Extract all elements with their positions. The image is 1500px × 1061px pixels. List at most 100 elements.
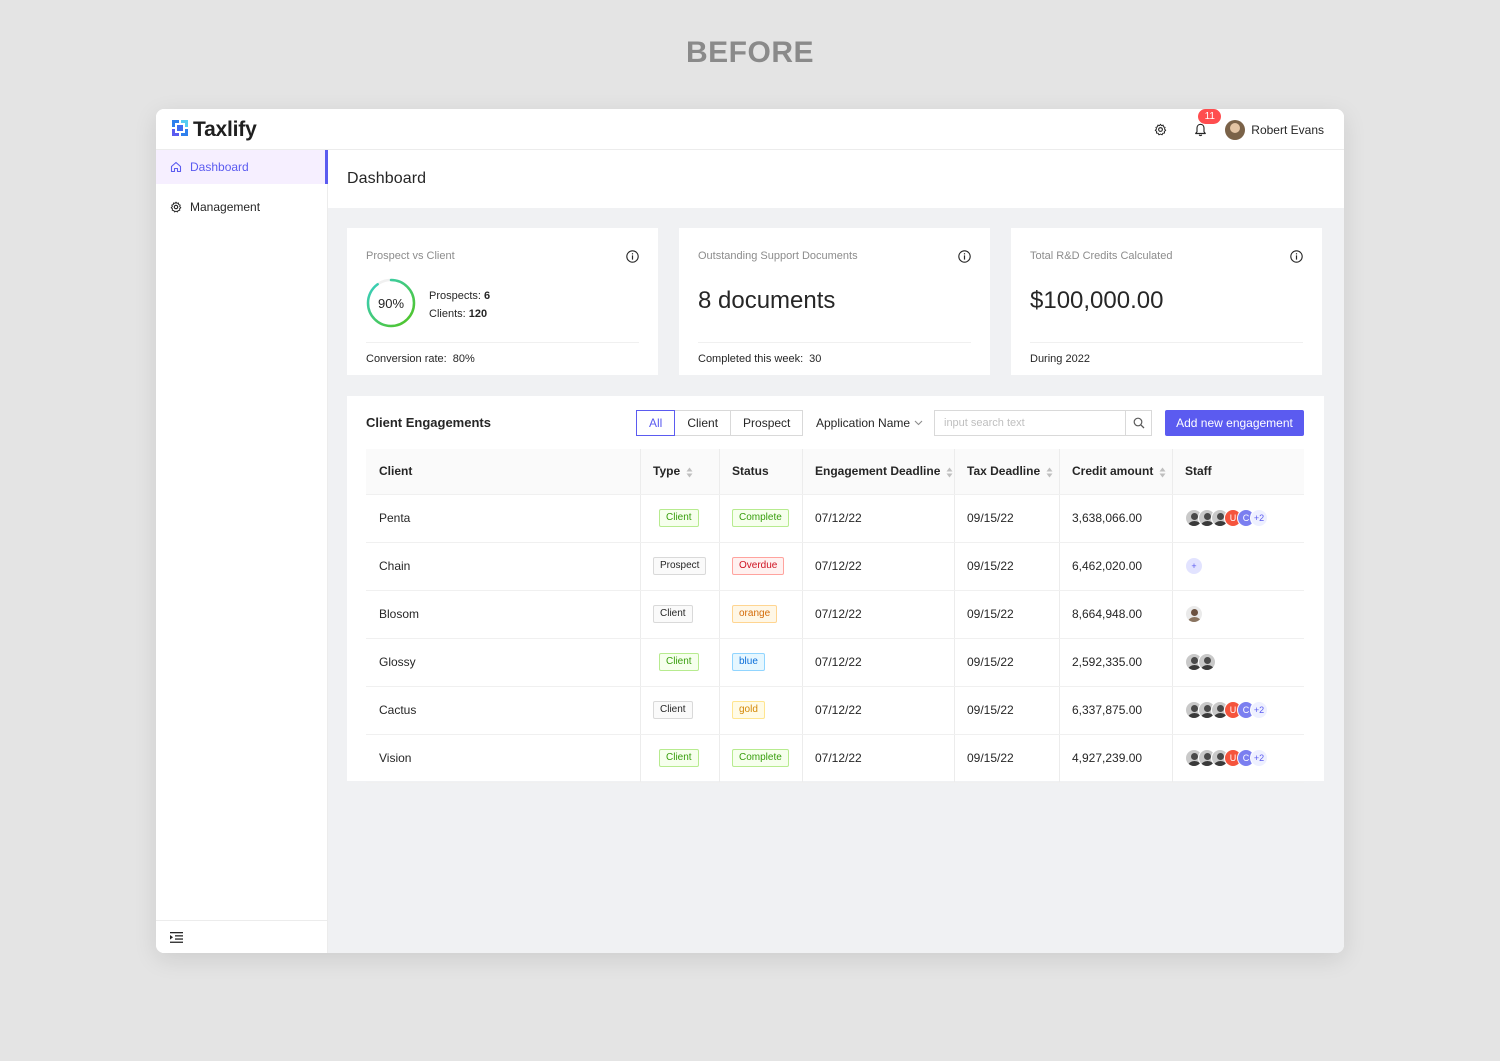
collapse-sidebar-button[interactable]	[156, 920, 327, 953]
credit-amount-cell: 6,337,875.00	[1059, 686, 1172, 735]
search-button[interactable]	[1125, 411, 1151, 435]
prospects-line: Prospects: 6	[429, 290, 491, 302]
tax-deadline-cell: 09/15/22	[954, 494, 1059, 543]
type-tag: Client	[659, 653, 699, 671]
conversion-percent: 90%	[377, 295, 405, 311]
search-box	[934, 410, 1152, 436]
client-cell: Glossy	[366, 638, 640, 687]
card-title: Total R&D Credits Calculated	[1030, 250, 1173, 262]
table-row[interactable]: Chain Prospect Overdue 07/12/22 09/15/22 6,46…	[366, 542, 1304, 591]
user-avatar[interactable]	[1225, 119, 1246, 140]
sort-icon[interactable]	[686, 467, 693, 478]
table-row[interactable]: Vision Client Complete 07/12/22 09/15/22 4,92…	[366, 734, 1304, 783]
sidebar-item-dashboard[interactable]: Dashboard	[156, 150, 328, 184]
column-header-credit-amount[interactable]: Credit amount	[1059, 449, 1172, 495]
staff-cell: U C +2	[1172, 734, 1304, 783]
table-row[interactable]: Blosom Client orange 07/12/22 09/15/22 8,664,…	[366, 590, 1304, 639]
staff-avatar[interactable]	[1185, 605, 1203, 623]
card-footer: During 2022	[1030, 353, 1090, 365]
search-input[interactable]	[935, 411, 1125, 435]
type-tag: Client	[659, 509, 699, 527]
engagement-deadline-cell: 07/12/22	[802, 638, 954, 687]
info-icon[interactable]	[958, 250, 971, 268]
engagement-deadline-cell: 07/12/22	[802, 686, 954, 735]
column-header-staff: Staff	[1172, 449, 1304, 495]
staff-cell: U C +2	[1172, 494, 1304, 543]
type-cell: Client	[640, 494, 719, 543]
settings-button[interactable]	[1151, 121, 1169, 139]
status-badge: Overdue	[732, 557, 785, 575]
table-row[interactable]: Cactus Client gold 07/12/22 09/15/22 6,337,87…	[366, 686, 1304, 735]
prospects-count: 6	[484, 290, 491, 302]
sort-icon[interactable]	[1046, 467, 1053, 478]
panel-title: Client Engagements	[366, 415, 491, 430]
type-cell: Prospect	[640, 542, 719, 591]
type-cell: Client	[640, 686, 719, 735]
search-icon	[1133, 417, 1144, 429]
application-name-dropdown[interactable]: Application Name	[816, 410, 923, 436]
tax-deadline-cell: 09/15/22	[954, 590, 1059, 639]
clients-count: 120	[468, 308, 488, 320]
tax-deadline-cell: 09/15/22	[954, 542, 1059, 591]
column-header-type[interactable]: Type	[640, 449, 719, 495]
engagements-table: Client Type Status Engagement Deadline T…	[366, 449, 1304, 783]
gear-icon	[170, 201, 182, 213]
menu-fold-icon	[170, 931, 183, 943]
credit-amount-cell: 3,638,066.00	[1059, 494, 1172, 543]
completed-value: 30	[809, 353, 822, 365]
tax-deadline-cell: 09/15/22	[954, 638, 1059, 687]
status-badge: Complete	[732, 749, 789, 767]
type-tag: Client	[659, 749, 699, 767]
card-title: Prospect vs Client	[366, 250, 455, 262]
card-footer: Completed this week: 30	[698, 353, 822, 365]
staff-more-count[interactable]: +2	[1250, 749, 1268, 767]
info-icon[interactable]	[1290, 250, 1303, 268]
credit-amount-cell: 6,462,020.00	[1059, 542, 1172, 591]
notification-badge: 11	[1198, 109, 1222, 124]
sort-icon[interactable]	[946, 467, 953, 478]
tax-deadline-cell: 09/15/22	[954, 734, 1059, 783]
engagement-deadline-cell: 07/12/22	[802, 542, 954, 591]
client-cell: Vision	[366, 734, 640, 783]
credits-value: $100,000.00	[1030, 287, 1164, 314]
sidebar: Dashboard Management	[156, 150, 328, 953]
add-staff-icon[interactable]: +	[1185, 557, 1203, 575]
sidebar-item-management[interactable]: Management	[156, 190, 327, 224]
staff-cell: +	[1172, 542, 1304, 591]
column-header-status: Status	[719, 449, 802, 495]
engagement-deadline-cell: 07/12/22	[802, 734, 954, 783]
credit-amount-cell: 8,664,948.00	[1059, 590, 1172, 639]
tax-deadline-cell: 09/15/22	[954, 686, 1059, 735]
home-icon	[170, 161, 182, 173]
notifications-button[interactable]: 11	[1191, 109, 1222, 139]
status-badge: blue	[732, 653, 765, 671]
filter-prospect[interactable]: Prospect	[730, 410, 804, 436]
staff-cell	[1172, 590, 1304, 639]
filter-client[interactable]: Client	[674, 410, 732, 436]
status-badge: gold	[732, 701, 765, 719]
staff-more-count[interactable]: +2	[1250, 701, 1268, 719]
logo[interactable]: Taxlify	[171, 118, 257, 142]
type-cell: Client	[640, 734, 719, 783]
client-cell: Cactus	[366, 686, 640, 735]
filter-all[interactable]: All	[636, 410, 676, 436]
gear-icon	[1154, 123, 1166, 136]
table-row[interactable]: Penta Client Complete 07/12/22 09/15/22 3,638…	[366, 494, 1304, 543]
table-header-row: Client Type Status Engagement Deadline T…	[366, 449, 1304, 495]
column-header-engagement-deadline[interactable]: Engagement Deadline	[802, 449, 954, 495]
staff-more-count[interactable]: +2	[1250, 509, 1268, 527]
credit-amount-cell: 4,927,239.00	[1059, 734, 1172, 783]
sort-icon[interactable]	[1159, 467, 1166, 478]
client-cell: Penta	[366, 494, 640, 543]
user-name[interactable]: Robert Evans	[1251, 122, 1324, 137]
add-engagement-button[interactable]: Add new engagement	[1165, 410, 1304, 436]
info-icon[interactable]	[626, 250, 639, 268]
outstanding-documents-card: Outstanding Support Documents 8 document…	[679, 228, 990, 375]
app-window: Taxlify 11 Robert Evans	[156, 109, 1344, 953]
column-header-tax-deadline[interactable]: Tax Deadline	[954, 449, 1059, 495]
conversion-ring	[366, 278, 416, 328]
clients-line: Clients: 120	[429, 308, 488, 320]
staff-avatar[interactable]	[1198, 653, 1216, 671]
status-badge: Complete	[732, 509, 789, 527]
table-row[interactable]: Glossy Client blue 07/12/22 09/15/22 2,592,33…	[366, 638, 1304, 687]
